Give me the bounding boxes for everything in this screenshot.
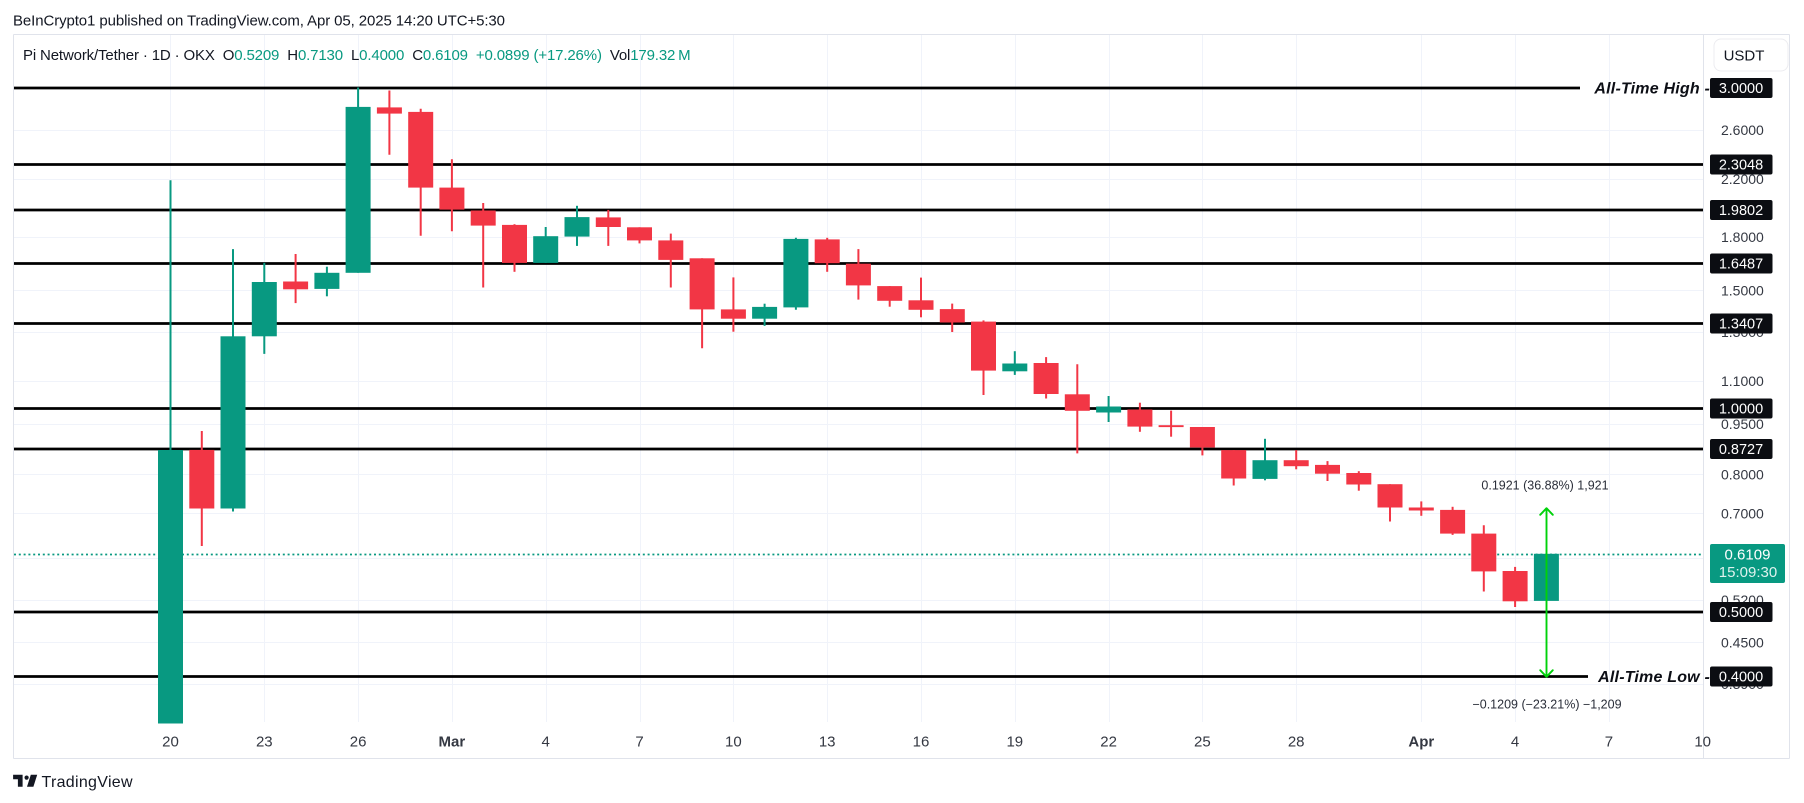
svg-text:13: 13	[819, 734, 836, 751]
svg-text:Pi Network/Tether · 1D · OKX: Pi Network/Tether · 1D · OKX O0.5209 H0.…	[23, 47, 690, 64]
svg-text:0.5000: 0.5000	[1719, 605, 1763, 621]
svg-text:20: 20	[162, 734, 179, 751]
svg-text:0.6109: 0.6109	[1725, 547, 1771, 564]
svg-text:1.3407: 1.3407	[1719, 317, 1763, 333]
svg-text:All-Time Low -: All-Time Low -	[1597, 669, 1710, 686]
svg-text:USDT: USDT	[1724, 48, 1765, 65]
svg-text:1.1000: 1.1000	[1721, 373, 1764, 389]
svg-text:2.6000: 2.6000	[1721, 122, 1764, 138]
svg-text:2.3048: 2.3048	[1719, 158, 1763, 174]
svg-text:7: 7	[1605, 734, 1613, 751]
svg-text:3.0000: 3.0000	[1719, 81, 1763, 97]
svg-text:16: 16	[913, 734, 930, 751]
svg-text:0.8727: 0.8727	[1719, 442, 1763, 458]
svg-text:BeInCrypto1 published on Tradi: BeInCrypto1 published on TradingView.com…	[13, 13, 505, 30]
svg-text:19: 19	[1006, 734, 1023, 751]
svg-text:0.1921 (36.88%) 1,921: 0.1921 (36.88%) 1,921	[1481, 479, 1608, 493]
svg-text:0.4500: 0.4500	[1721, 634, 1764, 650]
svg-text:15:09:30: 15:09:30	[1719, 564, 1777, 581]
svg-text:25: 25	[1194, 734, 1211, 751]
svg-text:28: 28	[1288, 734, 1305, 751]
svg-text:Mar: Mar	[439, 734, 466, 751]
svg-text:−0.1209 (−23.21%) −1,209: −0.1209 (−23.21%) −1,209	[1472, 698, 1621, 712]
svg-text:TradingView: TradingView	[42, 774, 133, 791]
svg-text:4: 4	[1511, 734, 1519, 751]
svg-text:All-Time High -: All-Time High -	[1593, 81, 1710, 98]
svg-text:0.9500: 0.9500	[1721, 416, 1764, 432]
svg-text:1.0000: 1.0000	[1719, 402, 1763, 418]
svg-text:Apr: Apr	[1408, 734, 1434, 751]
svg-text:2.2000: 2.2000	[1721, 171, 1764, 187]
svg-text:0.8000: 0.8000	[1721, 466, 1764, 482]
svg-text:10: 10	[1694, 734, 1711, 751]
svg-text:1.6487: 1.6487	[1719, 257, 1763, 273]
svg-text:26: 26	[350, 734, 367, 751]
svg-text:7: 7	[635, 734, 643, 751]
svg-text:10: 10	[725, 734, 742, 751]
svg-text:22: 22	[1100, 734, 1117, 751]
svg-text:4: 4	[542, 734, 550, 751]
svg-text:1.9802: 1.9802	[1719, 203, 1763, 219]
svg-text:0.4000: 0.4000	[1719, 670, 1763, 686]
svg-text:1.8000: 1.8000	[1721, 229, 1764, 245]
svg-text:1.5000: 1.5000	[1721, 282, 1764, 298]
svg-text:23: 23	[256, 734, 273, 751]
svg-text:0.7000: 0.7000	[1721, 505, 1764, 521]
